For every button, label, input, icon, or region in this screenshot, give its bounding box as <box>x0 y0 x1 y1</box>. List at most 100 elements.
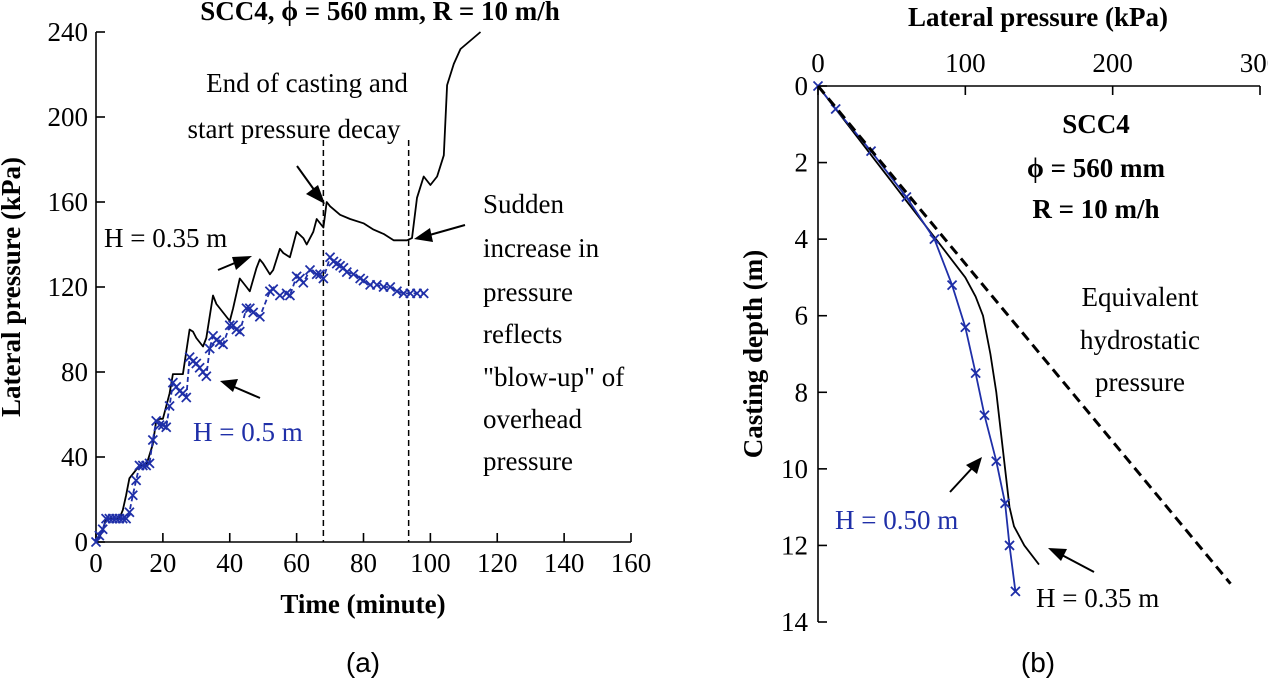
arrow-h050-panel-b <box>949 457 982 493</box>
series-line-hydrostatic <box>816 85 1232 585</box>
x-tick-label: 160 <box>611 548 652 578</box>
y-tick-label: 240 <box>48 17 89 47</box>
panel-b-x-axis-label: Lateral pressure (kPa) <box>908 2 1168 32</box>
data-point-h050 <box>901 191 912 203</box>
data-point-h05 <box>147 434 158 446</box>
panel-a-time-history: SCC4, ϕ = 560 mm, R = 10 m/h 0 20 40 60 80 10… <box>0 0 651 678</box>
data-point-h05 <box>124 507 135 518</box>
label-h035-panel-a: H = 0.35 m <box>104 223 227 253</box>
data-point-h05 <box>371 279 383 291</box>
data-point-h05 <box>130 475 142 486</box>
arrow-end-casting <box>296 165 325 204</box>
panel-a-y-axis-label: Lateral pressure (kPa) <box>0 157 26 417</box>
panel-b-label: (b) <box>1021 647 1055 678</box>
x-tick-label: 200 <box>1092 48 1133 78</box>
annotation-sudden-line5: "blow-up" of <box>483 362 624 392</box>
arrow-h035-panel-b <box>1048 548 1095 573</box>
x-tick-label: 0 <box>811 48 825 78</box>
data-point-h05 <box>137 460 148 471</box>
data-point-h05 <box>224 320 235 331</box>
data-point-h050 <box>960 322 971 333</box>
data-point-h05 <box>254 311 265 322</box>
data-point-h050 <box>1004 540 1015 551</box>
annotation-end-casting-line1: End of casting and <box>206 68 408 98</box>
x-tick-label: 300 <box>1240 48 1268 78</box>
y-tick-label: 0 <box>795 71 809 101</box>
y-tick-label: 6 <box>795 301 809 331</box>
data-point-h05 <box>418 288 429 299</box>
data-point-h05 <box>385 281 396 293</box>
annotation-end-casting-line2: start pressure decay <box>188 114 401 144</box>
annotation-hydrostatic-line3: pressure <box>1095 367 1185 397</box>
annotation-sudden-line4: reflects <box>483 319 562 349</box>
y-tick-label: 8 <box>795 377 809 407</box>
annotation-sudden-line2: increase in <box>483 233 600 263</box>
annotation-hydrostatic-line1: Equivalent <box>1082 282 1199 312</box>
data-point-h05 <box>97 524 108 535</box>
data-point-h05 <box>298 277 309 288</box>
data-point-h05 <box>248 307 259 318</box>
data-point-h05 <box>164 400 175 412</box>
y-tick-label: 160 <box>48 187 89 217</box>
data-point-h05 <box>304 264 316 276</box>
data-point-h05 <box>201 371 212 382</box>
data-point-h05 <box>234 326 245 337</box>
data-point-h05 <box>348 269 359 280</box>
data-point-h05 <box>318 273 329 284</box>
x-tick-label: 80 <box>350 548 377 578</box>
panel-b-depth-profile: Lateral pressure (kPa) 0 100 200 300 0 2 4 6 8 10… <box>738 2 1268 678</box>
y-tick-label: 200 <box>48 102 89 132</box>
label-h05-panel-a: H = 0.5 m <box>193 417 303 447</box>
arrow-sudden-increase <box>414 224 466 242</box>
data-point-h05 <box>274 290 286 301</box>
data-point-h05 <box>217 339 229 350</box>
data-point-h05 <box>90 536 102 548</box>
data-point-h050 <box>991 456 1002 467</box>
panel-b-series <box>812 80 1232 597</box>
panel-b-legend-line3: R = 10 m/h <box>1032 194 1159 224</box>
y-tick-label: 4 <box>795 224 809 254</box>
x-tick-label: 60 <box>283 548 310 578</box>
x-tick-label: 40 <box>216 548 243 578</box>
y-tick-label: 120 <box>48 272 89 302</box>
x-tick-label: 20 <box>149 548 176 578</box>
arrow-h035-panel-a <box>217 256 252 271</box>
annotation-hydrostatic-line2: hydrostatic <box>1080 325 1200 355</box>
y-tick-label: 80 <box>61 357 88 387</box>
y-tick-label: 14 <box>781 607 809 637</box>
data-point-h05 <box>358 275 369 286</box>
y-tick-label: 0 <box>75 527 89 557</box>
panel-a-series <box>90 31 482 548</box>
series-line-h05 <box>95 256 424 543</box>
data-point-h050 <box>970 368 981 379</box>
data-point-h050 <box>946 279 958 291</box>
x-tick-label: 100 <box>945 48 986 78</box>
panel-b-axes <box>817 85 1260 622</box>
data-point-h05 <box>127 490 138 501</box>
annotation-sudden-line6: overhead <box>483 404 582 434</box>
annotation-sudden-line1: Sudden <box>483 189 565 219</box>
arrow-h05-panel-a <box>220 379 261 399</box>
panel-b-legend-line1: SCC4 <box>1062 109 1130 139</box>
data-point-h05 <box>391 286 403 297</box>
data-point-h050 <box>1010 586 1021 597</box>
series-line-h035 <box>95 31 482 543</box>
y-tick-label: 12 <box>781 530 808 560</box>
x-tick-label: 0 <box>89 548 103 578</box>
data-point-h05 <box>181 392 192 403</box>
panel-b-ticks: 0 100 200 300 0 2 4 6 8 10 12 14 <box>781 48 1268 637</box>
annotation-sudden-line3: pressure <box>483 277 573 307</box>
label-h035-panel-b: H = 0.35 m <box>1036 583 1159 613</box>
data-point-h05 <box>311 269 322 280</box>
panel-a-x-axis-label: Time (minute) <box>280 589 445 619</box>
data-point-h050 <box>979 410 990 421</box>
panel-a-label: (a) <box>346 647 380 678</box>
x-tick-label: 120 <box>477 548 518 578</box>
data-point-h05 <box>120 513 132 524</box>
data-point-h05 <box>204 343 215 354</box>
series-line-h035 <box>817 85 1040 566</box>
data-point-h05 <box>284 290 296 301</box>
annotation-sudden-line7: pressure <box>483 446 573 476</box>
panel-b-legend-line2: ϕ = 560 mm <box>1027 153 1165 183</box>
